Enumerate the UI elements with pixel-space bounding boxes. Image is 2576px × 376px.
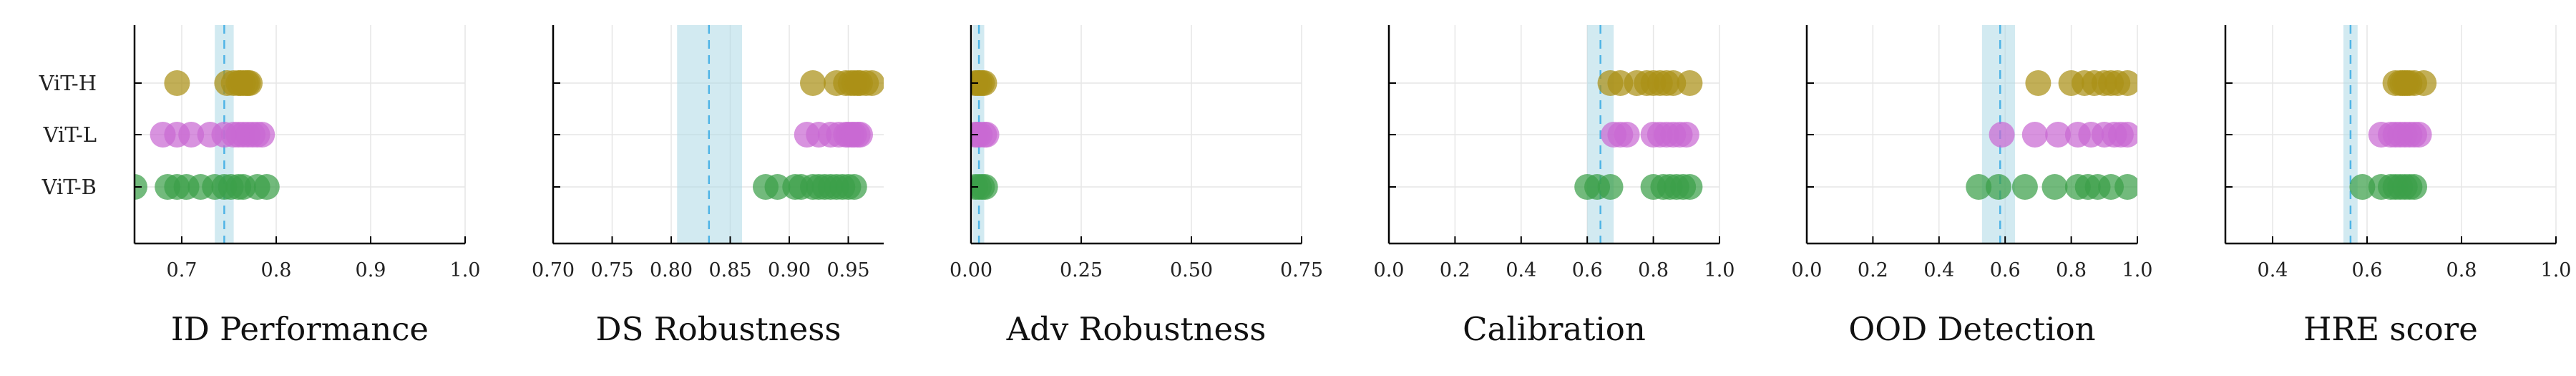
point-5-ViT-B-0	[2349, 174, 2376, 200]
point-4-ViT-B-2	[2011, 174, 2038, 200]
x-tick-label-2-0: 0.00	[950, 259, 992, 281]
point-4-ViT-L-1	[2021, 122, 2048, 148]
x-axis-label-4: OOD Detection	[1848, 310, 2095, 348]
point-1-ViT-B-1	[764, 174, 791, 200]
y-tick-label-ViT-L: ViT-L	[43, 122, 97, 147]
point-2-ViT-H-4	[971, 70, 997, 96]
point-3-ViT-H-8	[1677, 70, 1703, 96]
point-4-ViT-H-0	[2025, 70, 2051, 96]
point-4-ViT-L-2	[2045, 122, 2072, 148]
panel-0: 0.7 0.8 0.9 1.0 ID Performance	[133, 25, 481, 348]
point-1-ViT-L-9	[847, 122, 873, 148]
x-axis-label-0: ID Performance	[171, 310, 429, 348]
x-tick-label-3-0: 0.0	[1374, 259, 1405, 281]
x-tick-label-1-3: 0.85	[708, 259, 751, 281]
panel-5: 0.4 0.6 0.8 1.0 HRE score	[2224, 25, 2572, 348]
x-tick-label-5-3: 1.0	[2541, 259, 2572, 281]
point-4-ViT-B-3	[2041, 174, 2068, 200]
x-tick-label-1-1: 0.75	[590, 259, 633, 281]
points-3	[1574, 70, 1703, 200]
point-4-ViT-H-7	[2114, 70, 2137, 96]
x-tick-label-1-5: 0.95	[826, 259, 869, 281]
x-tick-label-3-2: 0.4	[1506, 259, 1536, 281]
x-tick-label-5-1: 0.6	[2352, 259, 2383, 281]
x-tick-label-5-0: 0.4	[2258, 259, 2288, 281]
x-tick-label-2-3: 0.75	[1280, 259, 1323, 281]
panel-1: 0.70 0.75 0.80 0.85 0.90 0.95 DS Robustness	[532, 25, 884, 348]
x-axis-label-5: HRE score	[2303, 310, 2478, 348]
x-tick-label-3-1: 0.2	[1440, 259, 1470, 281]
x-tick-label-5-2: 0.8	[2446, 259, 2477, 281]
x-tick-label-0-1: 0.8	[261, 259, 292, 281]
x-tick-label-4-1: 0.2	[1858, 259, 1888, 281]
x-tick-label-4-5: 1.0	[2122, 259, 2153, 281]
panel-3: 0.0 0.2 0.4 0.6 0.8 1.0 Calibration	[1374, 25, 1735, 348]
point-0-ViT-H-0	[164, 70, 190, 96]
x-tick-label-1-4: 0.90	[768, 259, 811, 281]
point-2-ViT-B-3	[972, 174, 998, 200]
x-tick-label-2-1: 0.25	[1060, 259, 1103, 281]
point-4-ViT-L-0	[1989, 122, 2015, 148]
points-0	[135, 70, 280, 200]
points-4	[1966, 70, 2137, 200]
point-5-ViT-H-7	[2411, 70, 2437, 96]
point-1-ViT-H-8	[859, 70, 884, 96]
y-tick-label-ViT-B: ViT-B	[42, 175, 97, 199]
points-5	[2349, 70, 2437, 200]
x-tick-label-4-3: 0.6	[1990, 259, 2021, 281]
point-3-ViT-B-2	[1597, 174, 1624, 200]
point-1-ViT-H-0	[800, 70, 826, 96]
point-4-ViT-L-8	[2114, 122, 2137, 148]
x-tick-label-1-2: 0.80	[650, 259, 693, 281]
x-tick-label-0-2: 0.9	[356, 259, 386, 281]
x-axis-label-1: DS Robustness	[596, 310, 841, 348]
point-4-ViT-B-1	[1985, 174, 2011, 200]
points-2	[971, 70, 1000, 200]
x-axis-label-3: Calibration	[1463, 310, 1646, 348]
point-5-ViT-L-7	[2406, 122, 2432, 148]
point-4-ViT-B-0	[1966, 174, 1992, 200]
point-0-ViT-B-11	[253, 174, 280, 200]
points-1	[753, 70, 884, 200]
point-0-ViT-H-8	[237, 70, 263, 96]
panel-2: 0.00 0.25 0.50 0.75 Adv Robustness	[950, 25, 1323, 348]
point-3-ViT-L-2	[1614, 122, 1640, 148]
point-3-ViT-L-8	[1673, 122, 1699, 148]
point-0-ViT-L-11	[249, 122, 275, 148]
x-tick-label-3-4: 0.8	[1638, 259, 1669, 281]
point-4-ViT-B-8	[2114, 174, 2137, 200]
point-0-ViT-L-2	[178, 122, 205, 148]
x-tick-label-3-3: 0.6	[1572, 259, 1603, 281]
point-5-ViT-B-7	[2401, 174, 2427, 200]
x-axis-label-2: Adv Robustness	[1006, 310, 1267, 348]
point-2-ViT-L-4	[973, 122, 1000, 148]
x-tick-label-4-2: 0.4	[1923, 259, 1954, 281]
x-tick-label-0-0: 0.7	[167, 259, 197, 281]
point-1-ViT-B-11	[841, 174, 867, 200]
panel-4: 0.0 0.2 0.4 0.6 0.8 1.0 OOD Detection	[1792, 25, 2153, 348]
x-tick-label-3-5: 1.0	[1704, 259, 1735, 281]
y-tick-label-ViT-H: ViT-H	[39, 71, 97, 95]
x-tick-label-4-4: 0.8	[2056, 259, 2087, 281]
x-tick-label-1-0: 0.70	[532, 259, 575, 281]
x-tick-label-2-2: 0.50	[1170, 259, 1213, 281]
point-3-ViT-B-8	[1677, 174, 1703, 200]
x-tick-label-4-0: 0.0	[1792, 259, 1823, 281]
x-tick-label-0-3: 1.0	[450, 259, 481, 281]
